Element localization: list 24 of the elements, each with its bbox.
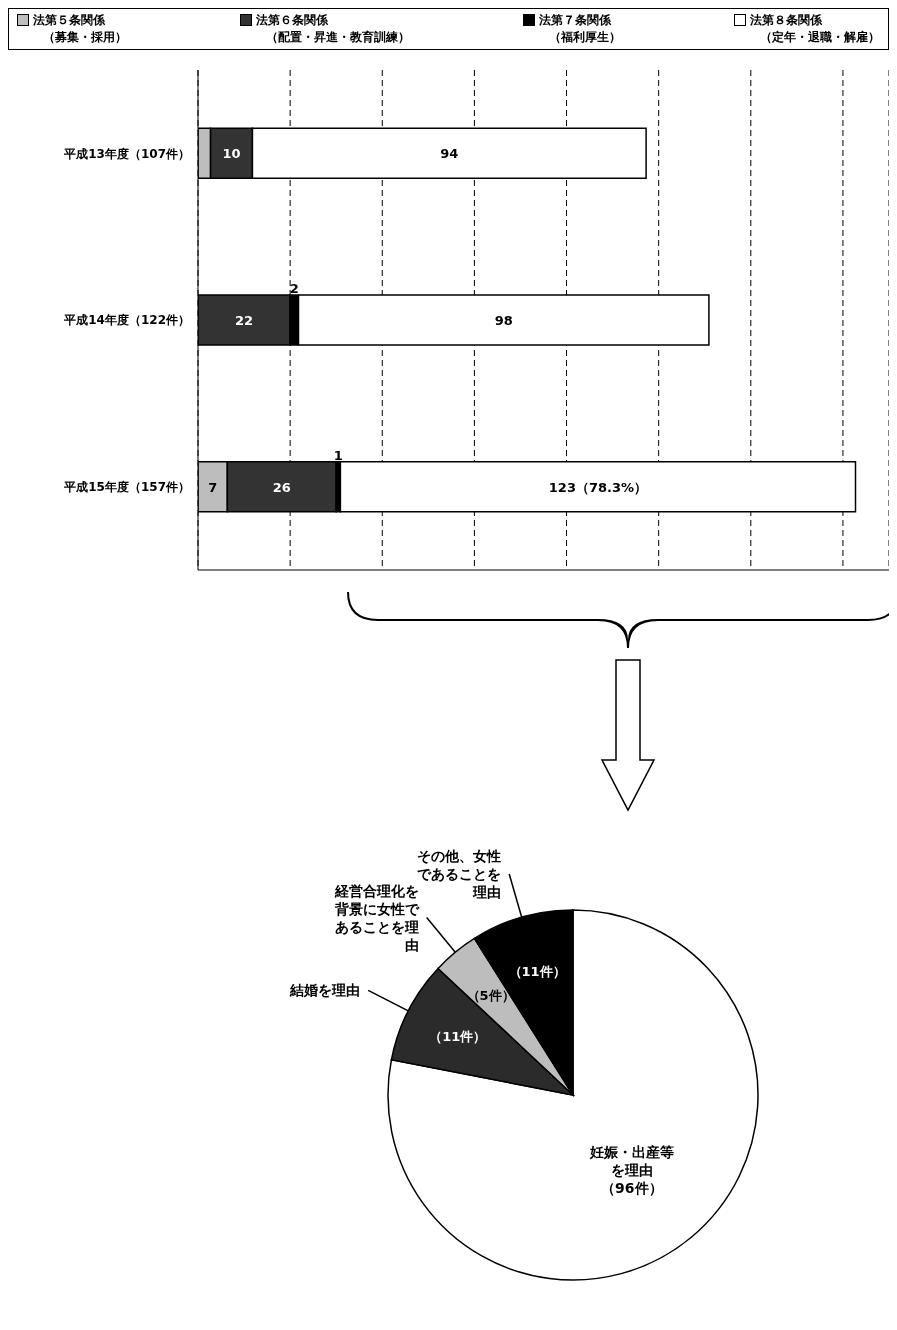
legend-label: 法第５条関係（募集・採用）	[33, 12, 127, 46]
data-label: 26	[272, 479, 291, 495]
data-label: 10	[222, 146, 241, 162]
slice-label: 経営合理化を背景に女性であることを理由	[333, 882, 420, 953]
data-label: （5件）	[466, 988, 515, 1004]
y-tick-label: 平成13年度（107件）	[63, 146, 190, 161]
slice-label: 結婚を理由	[289, 982, 361, 999]
legend-label: 法第８条関係（定年・退職・解雇）	[750, 12, 880, 46]
data-label: 1	[333, 447, 343, 463]
slice-label: 妊娠・出産等を理由	[588, 1144, 674, 1179]
data-label: 2	[289, 281, 299, 296]
data-label: （96件）	[601, 1180, 663, 1197]
legend-label: 法第６条関係（配置・昇進・教育訓練）	[256, 12, 410, 46]
y-tick-label: 平成15年度（157件）	[63, 479, 190, 494]
data-label: 7	[208, 479, 218, 495]
data-label: （11件）	[429, 1029, 487, 1045]
slice-label: その他、女性であることを理由	[417, 848, 502, 901]
data-label: 22	[235, 313, 254, 328]
data-label: （11件）	[508, 963, 566, 979]
y-tick-label: 平成14年度（122件）	[63, 313, 190, 328]
legend-label: 法第７条関係（福利厚生）	[539, 12, 621, 46]
data-label: 94	[440, 146, 459, 162]
data-label: 123（78.3%）	[548, 479, 648, 495]
data-label: 98	[494, 313, 513, 328]
